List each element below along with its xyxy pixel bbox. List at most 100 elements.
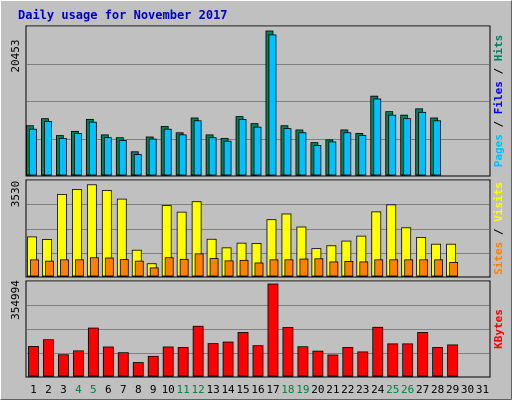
legend-kbytes: KBytes	[492, 309, 505, 349]
bar-sites	[209, 258, 219, 277]
bar-pages	[343, 132, 352, 176]
bar-pages	[208, 137, 217, 176]
bar-sites	[269, 259, 279, 277]
bar-kbytes	[58, 354, 69, 377]
day-label: 22	[341, 383, 354, 396]
bar-kbytes	[102, 346, 114, 377]
day-label: 20	[311, 383, 324, 396]
bar-sites	[434, 259, 444, 277]
legend-text: Sites / Visits	[492, 182, 505, 275]
bar-kbytes	[357, 351, 369, 377]
bar-pages	[193, 120, 202, 176]
bar-pages	[44, 121, 52, 176]
day-label: 12	[192, 383, 205, 396]
day-label: 19	[296, 383, 309, 396]
bar-sites	[254, 262, 264, 277]
bar-kbytes	[432, 347, 444, 377]
bar-kbytes	[447, 344, 458, 377]
bar-sites	[104, 257, 114, 277]
bar-kbytes	[28, 346, 39, 377]
bar-sites	[164, 257, 174, 277]
day-label: 30	[461, 383, 474, 396]
bar-kbytes	[132, 362, 144, 377]
bar-pages	[373, 98, 382, 176]
day-label: 21	[326, 383, 339, 396]
legend-sites: Sites	[492, 242, 505, 275]
legend-hits: Hits	[492, 35, 505, 62]
day-label: 27	[416, 383, 429, 396]
bar-sites	[74, 259, 84, 277]
bar-sites	[89, 257, 99, 277]
day-label: 9	[150, 383, 157, 396]
bar-kbytes	[87, 327, 99, 377]
day-label: 29	[446, 383, 459, 396]
day-label: 1	[30, 383, 37, 396]
day-label: 18	[281, 383, 294, 396]
day-label: 3	[60, 383, 67, 396]
day-label: 4	[75, 383, 82, 396]
bar-pages	[238, 118, 247, 176]
panel-bottom-bars	[28, 283, 458, 377]
panel-kbytes: 354994 KBytes	[9, 280, 505, 378]
bar-pages	[103, 137, 112, 176]
bar-kbytes	[297, 346, 309, 377]
bar-kbytes	[237, 332, 249, 377]
bar-kbytes	[327, 354, 339, 377]
bar-sites	[419, 259, 429, 277]
bar-pages	[313, 145, 322, 176]
bar-kbytes	[72, 350, 84, 377]
bar-pages	[268, 34, 277, 176]
bar-kbytes	[192, 325, 204, 377]
day-label: 6	[105, 383, 112, 396]
bar-sites	[314, 258, 324, 277]
bar-sites	[119, 259, 129, 277]
bar-pages	[328, 141, 337, 176]
day-label: 8	[135, 383, 142, 396]
bar-pages	[298, 132, 307, 176]
bar-kbytes	[402, 343, 414, 377]
bar-sites	[239, 259, 249, 277]
panel-visits-sites: 3530 Sites / Visits	[9, 179, 505, 278]
bar-pages	[88, 121, 97, 176]
bar-pages	[29, 128, 37, 176]
legend-pages: Pages	[492, 134, 505, 167]
bar-kbytes	[147, 355, 159, 377]
panel-middle-bars	[27, 184, 458, 277]
bar-sites	[194, 253, 204, 277]
bar-sites	[60, 259, 69, 277]
day-label: 13	[206, 383, 219, 396]
bar-kbytes	[207, 343, 219, 377]
panel-top-bars	[26, 30, 442, 176]
legend-files: Files	[492, 81, 505, 114]
bar-kbytes	[372, 326, 384, 377]
day-label: 7	[120, 383, 127, 396]
bar-pages	[178, 134, 187, 176]
bar-kbytes	[117, 352, 129, 377]
bar-pages	[163, 128, 172, 176]
panel-top-max-label: 20453	[9, 39, 22, 72]
bar-kbytes	[177, 347, 189, 377]
day-label: 2	[45, 383, 52, 396]
bar-pages	[133, 154, 142, 176]
bar-sites	[149, 267, 159, 277]
bar-pages	[418, 111, 427, 176]
bar-sites	[344, 261, 354, 277]
bar-kbytes	[282, 327, 294, 377]
bar-sites	[299, 258, 309, 277]
bar-sites	[179, 258, 189, 277]
bar-sites	[404, 259, 414, 277]
legend-text: KBytes	[492, 309, 505, 349]
bar-sites	[449, 262, 458, 277]
day-label: 11	[177, 383, 190, 396]
bar-pages	[403, 118, 412, 176]
bar-kbytes	[267, 283, 279, 377]
bar-sites	[30, 259, 39, 277]
bar-pages	[59, 137, 67, 176]
legend-visits: Visits	[492, 182, 505, 222]
legend-text: Pages / Files / Hits	[492, 35, 505, 168]
panel-bottom-max-label: 354994	[9, 280, 22, 320]
bar-kbytes	[43, 339, 54, 377]
bar-pages	[358, 135, 367, 176]
panel-middle-max-label: 3530	[9, 181, 22, 208]
